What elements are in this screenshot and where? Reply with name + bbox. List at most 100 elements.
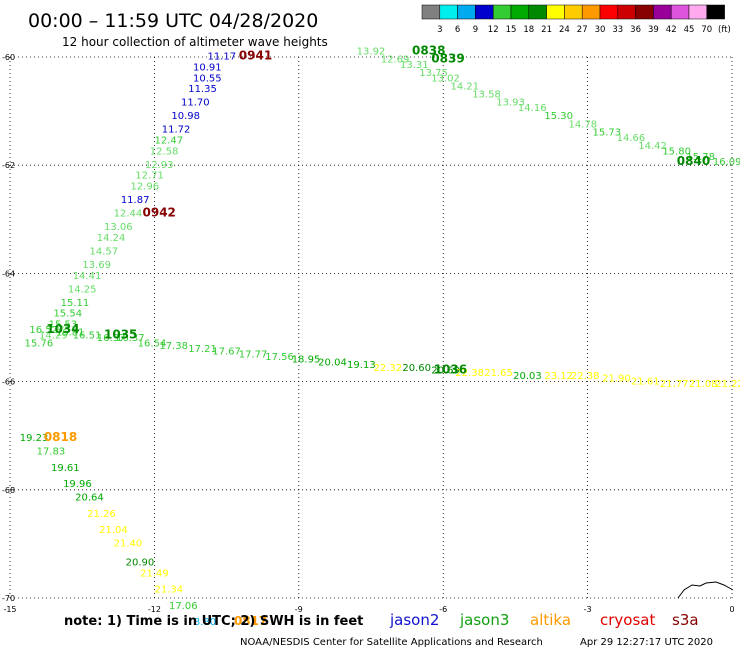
pass-time-label: 1035 [104, 327, 137, 341]
swh-data-label: 17.56 [265, 352, 294, 363]
swh-data-label: 10.55 [193, 73, 222, 84]
colorbar-label: 6 [455, 25, 460, 35]
generated-timestamp: Apr 29 12:27:17 UTC 2020 [580, 637, 713, 648]
pass-time-label: 0941 [239, 49, 272, 63]
swh-data-label: 21.77 [660, 379, 689, 390]
swh-data-label: 16.81 [56, 328, 85, 339]
swh-data-label: 13.31 [400, 60, 429, 71]
colorbar-unit: (ft) [718, 25, 731, 35]
swh-data-label: 21.04 [99, 525, 128, 536]
pass-time-label: 0818 [44, 430, 77, 444]
swh-data-label: 16.37 [116, 333, 145, 344]
swh-data-label: 23.12 [544, 371, 573, 382]
swh-data-label: 13.02 [431, 73, 460, 84]
legend-altika: altika [530, 611, 571, 629]
swh-data-label: 11.70 [181, 98, 210, 109]
swh-data-label: 17.06 [169, 601, 198, 612]
swh-data-label: 21.08 [689, 379, 718, 390]
colorbar-swatch [564, 4, 583, 20]
swh-data-label: 19.96 [63, 479, 92, 490]
swh-data-label: 16.54 [138, 338, 167, 349]
satellite-legend: jason2 jason3 altika cryosat s3a [389, 611, 699, 629]
swh-data-label: 12.44 [114, 209, 143, 220]
y-tick-label: -62 [2, 161, 15, 170]
y-tick-label: -60 [2, 53, 15, 62]
swh-data-label: 22.32 [374, 363, 403, 374]
swh-data-label: 17.38 [159, 341, 188, 352]
swh-data-label: 10.91 [193, 63, 222, 74]
swh-data-label: 15.53 [49, 320, 78, 331]
swh-data-label: 16.09 [713, 157, 740, 168]
swh-data-label: 15.30 [544, 111, 573, 122]
colorbar-label: 39 [648, 25, 659, 35]
swh-data-label: 17.21 [188, 344, 217, 355]
x-tick-label: -15 [3, 605, 16, 614]
colorbar-label: 36 [630, 25, 641, 35]
pass-time-label: 1034 [46, 322, 79, 336]
swh-data-label: 14.42 [638, 141, 667, 152]
swh-data-label: 22.38 [571, 371, 600, 382]
colorbar-label: 30 [595, 25, 606, 35]
swh-data-label: 16.37 [97, 333, 126, 344]
swh-data-label: 15.11 [61, 298, 90, 309]
swh-data-label: 17.67 [212, 347, 241, 358]
colorbar-swatch [617, 4, 636, 20]
swh-data-label: 21.26 [87, 509, 116, 520]
y-tick-label: -68 [2, 486, 15, 495]
swh-data-label: 8.80 [194, 617, 216, 628]
colorbar-label: 12 [488, 25, 499, 35]
swh-data-label: 21.40 [114, 539, 143, 550]
swh-data-label: 21.61 [631, 376, 660, 387]
swh-data-label: 12.93 [145, 160, 174, 171]
x-tick-label: -12 [148, 605, 161, 614]
colorbar-label: 70 [701, 25, 712, 35]
colorbar-label: 9 [473, 25, 478, 35]
coastline-path [677, 581, 734, 599]
colorbar-swatch [706, 4, 725, 20]
colorbar-label: 21 [541, 25, 552, 35]
legend-cryosat: cryosat [600, 611, 655, 629]
swh-data-label: 14.24 [97, 233, 126, 244]
pass-time-label: 1036 [434, 362, 467, 376]
swh-data-label: 21.22 [715, 379, 740, 390]
swh-data-label: 14.25 [68, 284, 97, 295]
swh-data-label: 15.73 [593, 127, 622, 138]
y-tick-label: -64 [2, 269, 15, 278]
footnote: note: 1) Time is in UTC; 2) SWH is in fe… [64, 614, 363, 629]
swh-data-label: 19.13 [347, 360, 376, 371]
colorbar-swatch [670, 4, 690, 20]
swh-data-label: 16.52 [29, 325, 58, 336]
colorbar-swatch [421, 4, 441, 20]
swh-data-label: 14.57 [90, 246, 119, 257]
swh-data-label: 21.65 [484, 368, 513, 379]
pass-time-label: 0942 [143, 206, 176, 220]
legend-s3a: s3a [672, 611, 699, 629]
colorbar-label: 15 [506, 25, 517, 35]
swh-data-label: 13.75 [419, 68, 448, 79]
swh-data-label: 12.47 [155, 136, 184, 147]
swh-data-label: 15.76 [25, 338, 54, 349]
pass-time-label: 0840 [677, 154, 710, 168]
swh-data-label: 10.98 [171, 111, 200, 122]
swh-data-label: 21.49 [140, 568, 169, 579]
swh-data-label: 17.77 [239, 349, 268, 360]
swh-data-label: 14.41 [73, 271, 102, 282]
x-tick-label: -6 [439, 605, 447, 614]
swh-data-label: 13.92 [357, 46, 386, 57]
swh-data-label: 14.78 [568, 119, 597, 130]
swh-data-label: 21.34 [155, 585, 184, 596]
swh-data-label: 14.29 [39, 330, 68, 341]
colorbar-label: 24 [559, 25, 570, 35]
colorbar: 3 6 9 12 15 18 21 24 27 30 33 36 39 42 45 70 (ft) [421, 4, 731, 35]
swh-data-label: 17.83 [37, 447, 66, 458]
colorbar-swatch [581, 4, 601, 20]
colorbar-swatch [653, 4, 672, 20]
swh-data-label: 14.16 [518, 103, 547, 114]
swh-data-label: 12.71 [135, 171, 164, 182]
swh-data-label: 15.80 [662, 146, 691, 157]
swh-data-label: 15.78 [686, 152, 715, 163]
colorbar-swatch [439, 4, 458, 20]
swh-data-label: 14.66 [617, 133, 646, 144]
swh-data-label: 13.69 [82, 260, 111, 271]
